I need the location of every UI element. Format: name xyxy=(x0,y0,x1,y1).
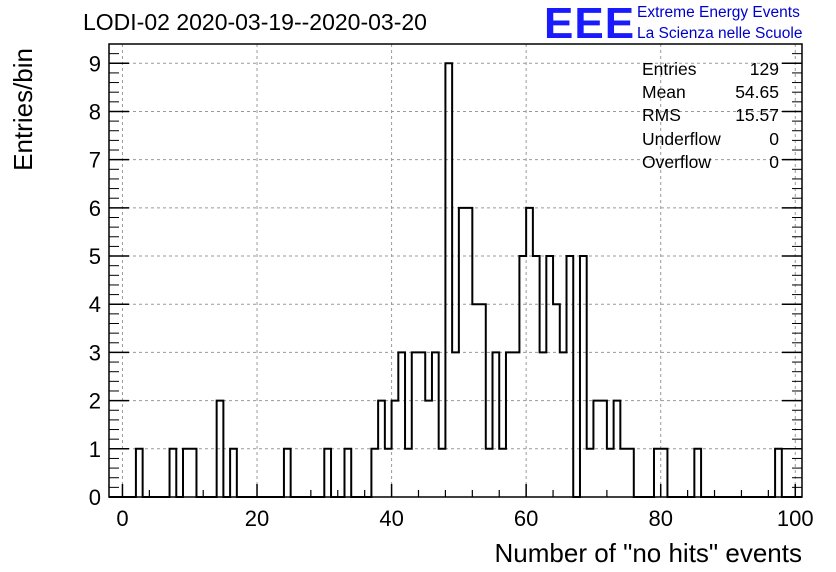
eee-logo: EEE xyxy=(544,0,636,48)
tick-labels: 0 20 40 60 80 100 0 1 2 3 4 5 6 7 8 9 xyxy=(89,51,814,531)
y-tick-label: 0 xyxy=(89,485,101,510)
x-tick-label: 80 xyxy=(648,506,672,531)
chart-title: LODI-02 2020-03-19--2020-03-20 xyxy=(83,9,427,35)
y-tick-label: 2 xyxy=(89,389,101,414)
x-axis-label: Number of "no hits" events xyxy=(495,538,803,568)
plot-frame xyxy=(108,43,803,498)
stat-label: RMS xyxy=(642,105,681,126)
y-tick-label: 3 xyxy=(89,340,101,365)
y-tick-label: 5 xyxy=(89,244,101,269)
stat-value: 0 xyxy=(769,151,779,172)
stat-value: 0 xyxy=(769,128,779,149)
y-axis-label: Entries/bin xyxy=(8,48,38,171)
x-tick-label: 60 xyxy=(514,506,538,531)
stat-value: 54.65 xyxy=(735,82,779,103)
stat-row-mean: Mean 54.65 xyxy=(642,81,779,104)
stat-row-entries: Entries 129 xyxy=(642,58,779,81)
histogram-line xyxy=(109,62,802,498)
x-tick-label: 40 xyxy=(379,506,403,531)
y-tick-label: 8 xyxy=(89,99,101,124)
logo-line-1: Extreme Energy Events xyxy=(637,4,800,21)
stat-label: Underflow xyxy=(642,128,721,149)
stat-row-rms: RMS 15.57 xyxy=(642,104,779,127)
stat-label: Overflow xyxy=(642,151,712,172)
y-tick-label: 6 xyxy=(89,196,101,221)
axis-ticks xyxy=(109,43,802,498)
x-tick-label: 20 xyxy=(245,506,269,531)
stat-row-overflow: Overflow 0 xyxy=(642,151,779,174)
stat-value: 129 xyxy=(749,59,779,79)
stat-value: 15.57 xyxy=(735,105,779,126)
y-tick-label: 9 xyxy=(89,51,101,76)
stats-box: Entries 129 Mean 54.65 RMS 15.57 Underflow 0… xyxy=(642,58,779,174)
stat-label: Entries xyxy=(642,59,697,79)
stat-label: Mean xyxy=(642,82,686,103)
x-tick-label: 100 xyxy=(777,506,814,531)
stat-row-underflow: Underflow 0 xyxy=(642,128,779,151)
x-tick-label: 0 xyxy=(116,506,128,531)
y-tick-label: 7 xyxy=(89,148,101,173)
grid xyxy=(109,44,802,497)
y-tick-label: 1 xyxy=(89,437,101,462)
y-tick-label: 4 xyxy=(89,292,101,317)
logo-line-2: La Scienza nelle Scuole xyxy=(637,25,803,42)
